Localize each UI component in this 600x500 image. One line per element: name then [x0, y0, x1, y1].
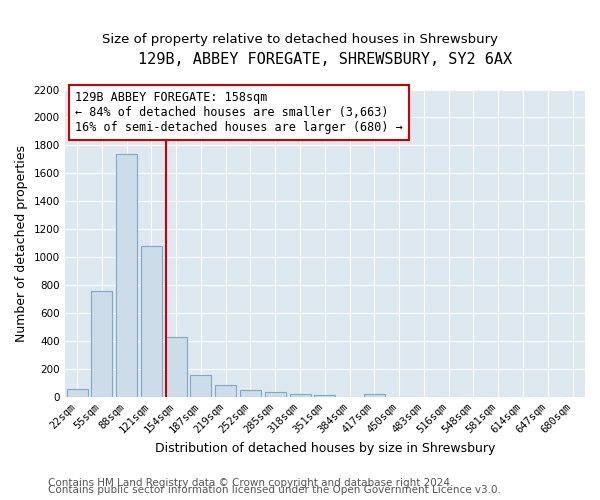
Bar: [314, 395, 335, 396]
Text: 129B ABBEY FOREGATE: 158sqm
← 84% of detached houses are smaller (3,663)
16% of : 129B ABBEY FOREGATE: 158sqm ← 84% of det…: [75, 91, 403, 134]
Bar: [116, 154, 137, 396]
Bar: [265, 392, 286, 396]
Bar: [290, 394, 311, 396]
X-axis label: Distribution of detached houses by size in Shrewsbury: Distribution of detached houses by size …: [155, 442, 495, 455]
Bar: [67, 389, 88, 396]
Text: Size of property relative to detached houses in Shrewsbury: Size of property relative to detached ho…: [102, 32, 498, 46]
Bar: [364, 394, 385, 396]
Y-axis label: Number of detached properties: Number of detached properties: [15, 144, 28, 342]
Text: Contains public sector information licensed under the Open Government Licence v3: Contains public sector information licen…: [48, 485, 501, 495]
Bar: [166, 336, 187, 396]
Bar: [141, 246, 162, 396]
Bar: [240, 390, 261, 396]
Bar: [215, 384, 236, 396]
Bar: [91, 290, 112, 397]
Bar: [190, 375, 211, 396]
Text: Contains HM Land Registry data © Crown copyright and database right 2024.: Contains HM Land Registry data © Crown c…: [48, 478, 454, 488]
Title: 129B, ABBEY FOREGATE, SHREWSBURY, SY2 6AX: 129B, ABBEY FOREGATE, SHREWSBURY, SY2 6A…: [138, 52, 512, 68]
